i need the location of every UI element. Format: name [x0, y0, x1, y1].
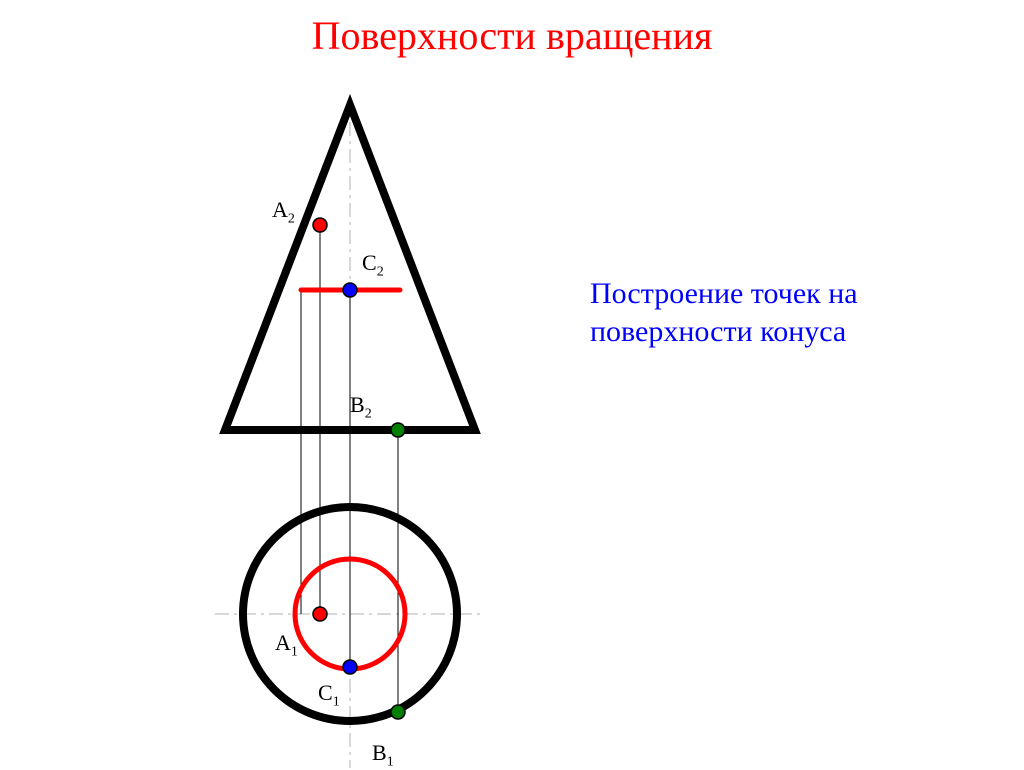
label-B2: B2 — [350, 392, 372, 422]
geometry-diagram — [0, 0, 1024, 768]
label-A1: A1 — [275, 630, 298, 660]
label-C2: C2 — [362, 250, 384, 280]
label-A2: A2 — [272, 197, 295, 227]
label-C1: C1 — [318, 680, 340, 710]
label-B1: B1 — [372, 740, 394, 770]
